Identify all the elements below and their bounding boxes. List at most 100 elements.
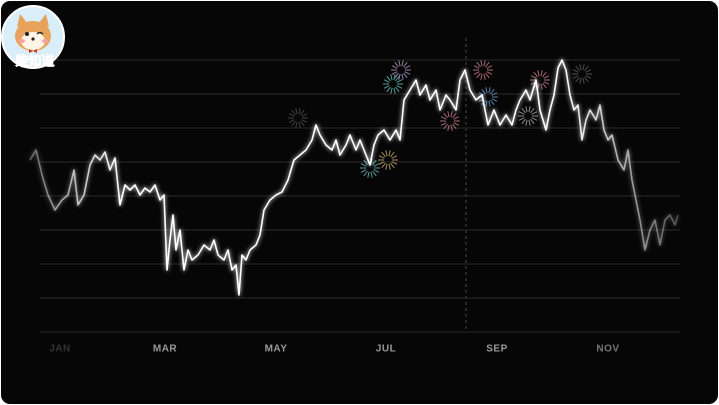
firework-spark (396, 79, 403, 83)
firework-spark (579, 64, 582, 71)
firework-spark (403, 72, 408, 79)
firework-spark (363, 159, 368, 166)
firework-spark (491, 98, 498, 102)
firework-spark (453, 116, 460, 120)
firework-spark (401, 73, 404, 80)
firework-spark (518, 117, 525, 121)
firework-spark (518, 111, 525, 115)
firework-spark (491, 92, 498, 96)
firework-spark (381, 162, 386, 169)
data-line (29, 59, 679, 296)
firework-spark (490, 99, 495, 106)
firework-spark (531, 117, 538, 121)
watermark: 柴知道 (14, 54, 54, 70)
firework-spark (300, 109, 305, 116)
x-tick-label: MAY (265, 344, 288, 355)
firework-spark (572, 69, 579, 73)
firework-spark (582, 64, 585, 71)
firework-spark (288, 113, 295, 117)
firework-spark (390, 87, 393, 94)
firework-spark (521, 118, 526, 125)
firework-spark (486, 65, 493, 69)
firework-spark (485, 61, 490, 68)
firework-spark (367, 171, 370, 178)
firework-spark (452, 112, 457, 119)
firework-spark (528, 106, 531, 113)
firework-spark (388, 163, 391, 170)
firework-spark (393, 87, 396, 94)
firework-spark (395, 75, 400, 82)
firework-spark (485, 87, 488, 94)
plot (29, 59, 679, 296)
firework-spark (585, 75, 592, 79)
firework-spark (360, 169, 367, 173)
firework-spark (485, 72, 490, 79)
firework-spark (476, 61, 481, 68)
x-tick-label: MAR (153, 344, 178, 355)
firework-spark (537, 70, 540, 77)
grid (40, 59, 680, 333)
firework-spark (391, 71, 398, 75)
firework-spark (473, 65, 480, 69)
firework-spark (301, 113, 308, 117)
firework-spark (440, 122, 447, 126)
firework-spark (483, 73, 486, 80)
firework-spark (525, 119, 528, 126)
firework-spark (490, 88, 495, 95)
firework-spark (301, 119, 308, 123)
firework-spark (579, 77, 582, 84)
firework-spark (391, 155, 398, 159)
firework-spark (295, 108, 298, 115)
firework-spark (378, 155, 385, 159)
firework-spark (530, 118, 535, 125)
firework-spark (452, 123, 457, 130)
firework-spark (440, 116, 447, 120)
firework-spark (537, 83, 540, 90)
firework-spark (480, 73, 483, 80)
firework-spark (572, 75, 579, 79)
firework-spark (385, 150, 388, 157)
firework-spark (381, 151, 386, 158)
firework-spark (391, 161, 398, 165)
firework-spark (483, 60, 486, 67)
x-tick-label: SEP (486, 344, 508, 355)
firework-spark (542, 71, 547, 78)
firework-spark (360, 163, 367, 167)
firework-spark (584, 65, 589, 72)
firework-spark (443, 123, 448, 130)
firework-spark (542, 82, 547, 89)
firework-spark (401, 60, 404, 67)
firework-spark (543, 81, 550, 85)
firework-spark (404, 71, 411, 75)
firework-spark (443, 112, 448, 119)
firework-spark (530, 75, 537, 79)
firework-spark (540, 70, 543, 77)
firework-spark (398, 60, 401, 67)
firework-spark (385, 163, 388, 170)
firework-spark (530, 107, 535, 114)
firework-spark (528, 119, 531, 126)
firework-spark (386, 75, 391, 82)
firework-spark (540, 83, 543, 90)
firework-spark (391, 65, 398, 69)
logo: 柴知道 (1, 5, 65, 70)
firework-spark (300, 120, 305, 127)
firework-spark (394, 72, 399, 79)
firework-spark (476, 72, 481, 79)
firework-spark (288, 119, 295, 123)
firework-spark (481, 88, 486, 95)
firework-spark (393, 74, 396, 81)
firework-spark (291, 120, 296, 127)
firework-spark (390, 74, 393, 81)
firework-spark (363, 170, 368, 177)
firework-spark (543, 75, 550, 79)
firework-spark (521, 107, 526, 114)
firework-spark (372, 170, 377, 177)
firework-spark (390, 162, 395, 169)
firework-spark (295, 121, 298, 128)
firework-spark (388, 150, 391, 157)
firework-spark (531, 111, 538, 115)
firework-spark (582, 77, 585, 84)
